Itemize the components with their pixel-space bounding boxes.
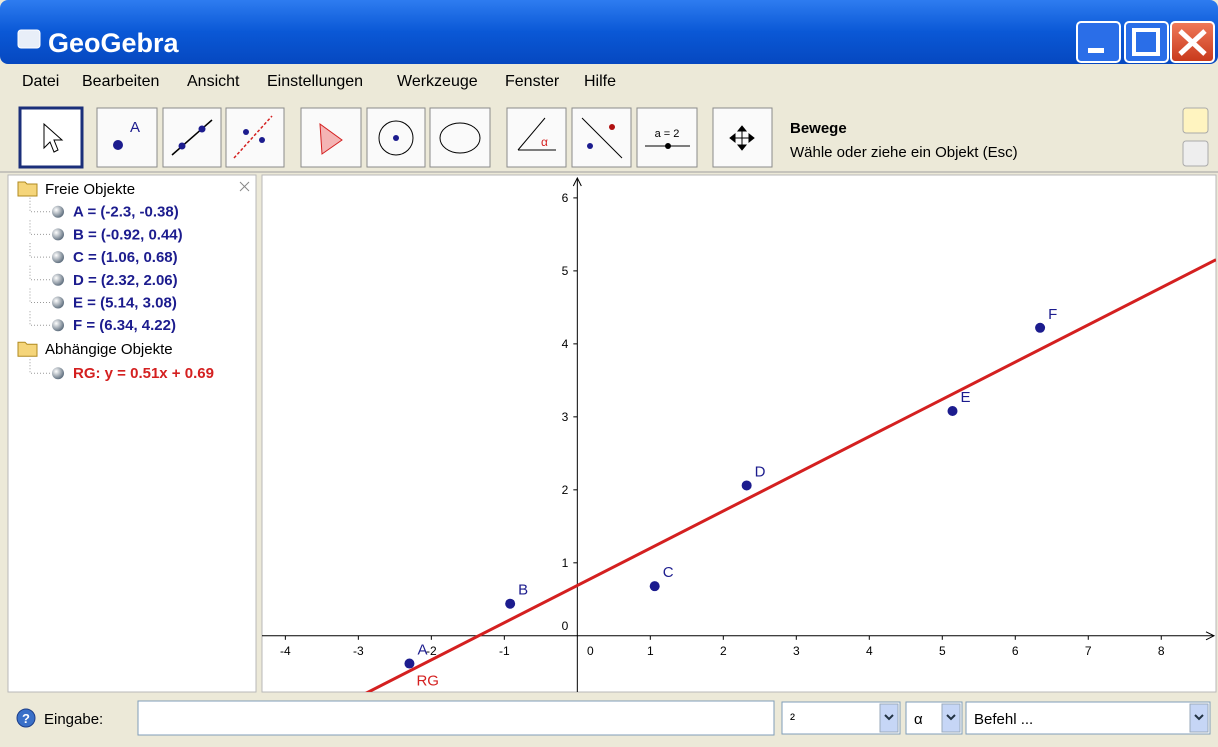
x-tick-label: 1 — [647, 644, 654, 658]
y-tick-label: 2 — [562, 483, 569, 497]
slider-icon-text: a = 2 — [655, 128, 680, 140]
x-tick-label: 4 — [866, 644, 873, 658]
line-label: RG — [416, 673, 439, 690]
angle-tool[interactable] — [507, 108, 566, 167]
point-label: C — [663, 564, 674, 581]
line-icon-point — [199, 126, 206, 133]
algebra-item[interactable]: RG: y = 0.51x + 0.69 — [73, 365, 214, 382]
menu-item[interactable]: Datei — [22, 73, 59, 90]
object-bullet[interactable] — [52, 319, 64, 331]
line-icon-point — [179, 143, 186, 150]
object-bullet[interactable] — [52, 228, 64, 240]
reflect-icon-point — [609, 124, 615, 130]
x-tick-label: 6 — [1012, 644, 1019, 658]
point-label: D — [755, 463, 766, 480]
menu-item[interactable]: Werkzeuge — [397, 73, 478, 90]
menu-item[interactable]: Fenster — [505, 73, 560, 90]
undo-button[interactable] — [1183, 108, 1208, 133]
minimize-icon — [1088, 48, 1104, 53]
input-field[interactable] — [138, 701, 774, 735]
y-tick-label: 6 — [562, 191, 569, 205]
window-title: GeoGebra — [48, 28, 180, 58]
slider-icon-knob — [665, 143, 671, 149]
point-icon-text: A — [130, 119, 140, 136]
help-icon-glyph: ? — [22, 711, 30, 726]
x-tick-label: 0 — [587, 644, 594, 658]
x-tick-label: 7 — [1085, 644, 1092, 658]
circle-icon-center — [393, 135, 399, 141]
object-bullet[interactable] — [52, 367, 64, 379]
tool-name: Bewege — [790, 120, 847, 137]
x-tick-label: 2 — [720, 644, 727, 658]
x-tick-label: 3 — [793, 644, 800, 658]
y-tick-label: 4 — [562, 337, 569, 351]
y-tick-label: 0 — [562, 619, 569, 633]
object-bullet[interactable] — [52, 274, 64, 286]
input-label: Eingabe: — [44, 711, 103, 728]
point-tool[interactable] — [97, 108, 157, 167]
algebra-item[interactable]: D = (2.32, 2.06) — [73, 272, 178, 289]
graphics-view-frame — [262, 175, 1216, 692]
y-tick-label: 3 — [562, 410, 569, 424]
dropdown-text: Befehl ... — [974, 711, 1033, 728]
point[interactable] — [404, 659, 414, 669]
title-bar — [0, 0, 1218, 64]
menu-item[interactable]: Ansicht — [187, 73, 240, 90]
dropdown-text: ² — [790, 711, 795, 728]
x-tick-label: -3 — [353, 644, 364, 658]
object-bullet[interactable] — [52, 251, 64, 263]
redo-button[interactable] — [1183, 141, 1208, 166]
y-tick-label: 5 — [562, 264, 569, 278]
geogebra-window: GeoGebra Datei Bearbeiten Ansicht Einstellu… — [0, 0, 1218, 742]
y-tick-label: 1 — [562, 556, 569, 570]
minimize-button[interactable] — [1077, 22, 1120, 62]
object-bullet[interactable] — [52, 206, 64, 218]
point[interactable] — [505, 599, 515, 609]
conic-tool[interactable] — [430, 108, 490, 167]
point[interactable] — [742, 480, 752, 490]
input-dropdowns: ² α Befehl ... — [782, 702, 1210, 734]
reflect-icon-point — [587, 143, 593, 149]
dropdown-text: α — [914, 711, 923, 728]
folder-icon — [18, 342, 37, 356]
point[interactable] — [1035, 323, 1045, 333]
perp-icon-point — [243, 129, 249, 135]
menu-item[interactable]: Bearbeiten — [82, 73, 159, 90]
point-icon — [113, 140, 123, 150]
object-bullet[interactable] — [52, 297, 64, 309]
angle-icon-text: α — [541, 135, 548, 149]
x-tick-label: -1 — [499, 644, 510, 658]
point-label: F — [1048, 306, 1057, 323]
point-label: B — [518, 582, 528, 599]
algebra-item[interactable]: A = (-2.3, -0.38) — [73, 204, 179, 221]
point-label: E — [961, 389, 971, 406]
folder-title: Freie Objekte — [45, 181, 135, 198]
x-tick-label: -4 — [280, 644, 291, 658]
folder-title: Abhängige Objekte — [45, 341, 173, 358]
x-tick-label: 8 — [1158, 644, 1165, 658]
page: GeoGebra Datei Bearbeiten Ansicht Einstellu… — [0, 0, 1218, 742]
point[interactable] — [650, 581, 660, 591]
folder-icon — [18, 182, 37, 196]
tool-help: Wähle oder ziehe ein Objekt (Esc) — [790, 144, 1018, 161]
perp-icon-point — [259, 137, 265, 143]
menu-item[interactable]: Hilfe — [584, 73, 616, 90]
point[interactable] — [948, 406, 958, 416]
menu: Datei Bearbeiten Ansicht Einstellungen Werkz… — [22, 73, 616, 90]
app-icon — [18, 30, 40, 48]
x-tick-label: 5 — [939, 644, 946, 658]
algebra-item[interactable]: E = (5.14, 3.08) — [73, 295, 177, 312]
point-label: A — [417, 642, 427, 659]
algebra-item[interactable]: C = (1.06, 0.68) — [73, 249, 178, 266]
algebra-item[interactable]: B = (-0.92, 0.44) — [73, 226, 183, 243]
x-tick-label: -2 — [426, 644, 437, 658]
menu-item[interactable]: Einstellungen — [267, 73, 363, 90]
algebra-item[interactable]: F = (6.34, 4.22) — [73, 317, 176, 334]
